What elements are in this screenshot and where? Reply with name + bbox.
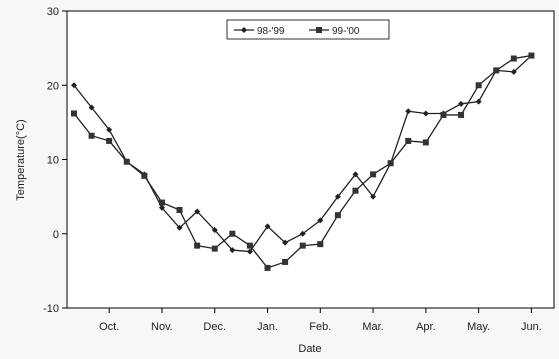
y-tick-label: 0 [53, 229, 59, 241]
data-point [106, 137, 113, 144]
x-tick-label: Jan. [257, 321, 278, 333]
data-point [422, 139, 429, 146]
data-point [71, 82, 77, 89]
data-point [264, 223, 271, 230]
y-axis-ticks: -10 0 10 20 30 [43, 6, 67, 315]
data-point [194, 242, 201, 249]
y-axis-title: Temperature(°C) [15, 119, 27, 200]
legend-label-99-00: 99-'00 [332, 26, 360, 37]
data-point [88, 132, 95, 139]
x-tick-label: Dec. [203, 321, 226, 333]
data-point [299, 242, 306, 249]
data-point [246, 242, 253, 249]
data-point [211, 227, 218, 234]
data-point [246, 248, 253, 255]
data-point [352, 187, 359, 194]
data-point [317, 241, 324, 248]
data-point [229, 230, 236, 237]
data-point [334, 212, 341, 219]
data-point [475, 98, 482, 105]
data-point [123, 158, 130, 165]
series-1 [71, 52, 535, 271]
x-axis-ticks: Oct. Nov. Dec. Jan. Feb. Mar. Apr. May. Jun. [99, 308, 542, 333]
data-point [440, 111, 447, 118]
data-point [458, 111, 465, 118]
x-tick-label: Oct. [99, 321, 119, 333]
legend-box [226, 19, 390, 40]
legend: 98-'99 99-'00 [226, 19, 390, 40]
y-tick-label: 20 [47, 80, 59, 92]
x-tick-label: Mar. [362, 321, 383, 333]
data-point [458, 100, 465, 107]
data-point [176, 224, 183, 231]
data-point [510, 68, 517, 75]
data-point [405, 108, 412, 115]
data-point [88, 104, 95, 111]
data-point [299, 230, 306, 237]
data-point [422, 110, 429, 117]
data-point [176, 206, 183, 213]
data-point [194, 208, 201, 215]
data-point [264, 264, 271, 271]
legend-marker-99-00 [316, 27, 322, 33]
data-point [510, 55, 517, 62]
data-point [387, 160, 394, 167]
y-tick-label: -10 [43, 303, 59, 315]
data-point [528, 52, 535, 59]
x-axis-title: Date [298, 343, 321, 355]
data-point [352, 171, 359, 178]
x-tick-label: May. [467, 321, 490, 333]
plot-area [66, 10, 555, 309]
legend-marker-98-99 [241, 27, 247, 33]
data-point [317, 217, 324, 224]
x-tick-label: Nov. [151, 321, 173, 333]
data-point [211, 245, 218, 252]
x-tick-label: Feb. [309, 321, 331, 333]
legend-label-98-99: 98-'99 [257, 26, 285, 37]
data-point [370, 171, 377, 178]
data-point [493, 67, 500, 74]
data-point [334, 193, 341, 200]
data-point [475, 82, 482, 89]
data-point [229, 247, 236, 254]
data-point [158, 199, 165, 206]
data-point [282, 258, 289, 265]
y-tick-label: 30 [47, 6, 59, 18]
data-point [370, 193, 377, 200]
y-tick-label: 10 [47, 155, 59, 167]
data-point [106, 126, 113, 133]
data-point [158, 204, 165, 211]
data-point [71, 110, 77, 117]
data-point [141, 172, 148, 179]
x-tick-label: Jun. [521, 321, 542, 333]
data-point [405, 137, 412, 144]
x-tick-label: Apr. [416, 321, 436, 333]
series-layer [71, 52, 535, 271]
data-point [282, 239, 289, 246]
